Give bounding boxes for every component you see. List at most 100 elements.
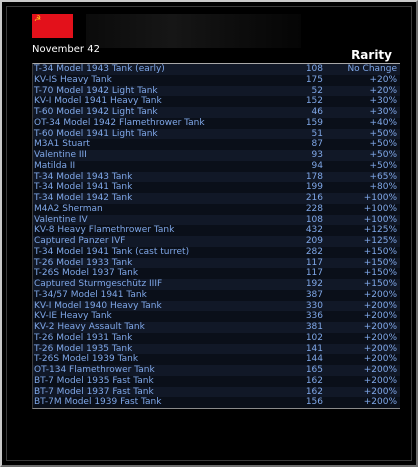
rarity-change: +200%: [363, 322, 397, 332]
unit-count: 87: [311, 139, 323, 150]
table-row[interactable]: T-26 Model 1935 Tank 141 +200%: [33, 343, 400, 355]
unit-count: 46: [311, 107, 323, 117]
table-row[interactable]: Captured Panzer IVF 209 +125%: [33, 236, 400, 247]
unit-count: 175: [305, 74, 323, 85]
table-row[interactable]: T-70 Model 1942 Light Tank 52 +20%: [33, 85, 400, 97]
table-row[interactable]: Captured Sturmgeschütz IIIF 192 +150%: [33, 279, 400, 290]
table-row[interactable]: T-26S Model 1939 Tank 144 +200%: [33, 354, 400, 365]
unit-name: M4A2 Sherman: [34, 203, 103, 214]
table-row[interactable]: OT-34 Model 1942 Flamethrower Tank 159 +40…: [33, 117, 400, 129]
rarity-change: +40%: [369, 117, 397, 128]
table-row[interactable]: OT-134 Flamethrower Tank 165 +200%: [33, 365, 400, 376]
table-row[interactable]: T-34 Model 1941 Tank 199 +80%: [33, 182, 400, 193]
unit-count: 381: [305, 322, 323, 332]
unit-table: T-34 Model 1943 Tank (early) 108 No Change…: [32, 63, 400, 409]
table-row[interactable]: Valentine IV 108 +100%: [33, 214, 400, 226]
unit-name: T-26S Model 1939 Tank: [34, 354, 139, 365]
table-row[interactable]: T-34 Model 1942 Tank 216 +100%: [33, 193, 400, 204]
rarity-change: +30%: [369, 96, 397, 107]
table-row[interactable]: T-34/57 Model 1941 Tank 387 +200%: [33, 289, 400, 301]
unit-name: T-70 Model 1942 Light Tank: [34, 85, 158, 96]
unit-name: Captured Panzer IVF: [34, 236, 126, 246]
table-row[interactable]: KV-I Model 1941 Heavy Tank 152 +30%: [33, 96, 400, 107]
table-row[interactable]: M4A2 Sherman 228 +100%: [33, 203, 400, 215]
table-row[interactable]: Matilda II 94 +50%: [33, 160, 400, 172]
unit-count: 117: [305, 268, 323, 279]
rarity-change: +30%: [369, 107, 397, 117]
rarity-change: +200%: [363, 311, 397, 322]
unit-name: BT-7 Model 1935 Fast Tank: [34, 375, 154, 386]
unit-name: Matilda II: [34, 160, 76, 171]
unit-name: T-34 Model 1942 Tank: [34, 193, 133, 203]
unit-count: 156: [305, 397, 323, 408]
table-row[interactable]: T-34 Model 1943 Tank (early) 108 No Change: [33, 64, 400, 75]
unit-name: KV-I Model 1941 Heavy Tank: [34, 96, 162, 107]
rarity-change: +200%: [363, 365, 397, 375]
rarity-column-header: Rarity: [351, 48, 392, 62]
unit-name: T-34 Model 1943 Tank: [34, 171, 133, 182]
rarity-change: +20%: [369, 74, 397, 85]
table-row[interactable]: KV-I Model 1940 Heavy Tank 330 +200%: [33, 300, 400, 312]
rarity-change: +200%: [363, 289, 397, 300]
soviet-flag: ☭: [32, 14, 73, 38]
unit-count: 117: [305, 257, 323, 268]
table-row[interactable]: T-26S Model 1937 Tank 117 +150%: [33, 268, 400, 279]
rarity-change: +150%: [363, 279, 397, 289]
rarity-change: +200%: [363, 332, 397, 343]
unit-name: T-60 Model 1942 Light Tank: [34, 107, 158, 117]
rarity-change: +200%: [363, 397, 397, 408]
rarity-change: +200%: [363, 375, 397, 386]
rarity-change: +100%: [363, 193, 397, 203]
unit-count: 102: [305, 332, 323, 343]
unit-count: 144: [305, 354, 323, 365]
table-row[interactable]: T-26 Model 1931 Tank 102 +200%: [33, 332, 400, 344]
unit-count: 330: [305, 300, 323, 311]
unit-count: 108: [305, 64, 323, 74]
unit-name: T-26 Model 1933 Tank: [34, 257, 133, 268]
unit-name: T-34 Model 1943 Tank (early): [34, 64, 165, 74]
unit-name: KV-I Model 1940 Heavy Tank: [34, 300, 162, 311]
table-row[interactable]: KV-8 Heavy Flamethrower Tank 432 +125%: [33, 225, 400, 236]
unit-name: T-26 Model 1935 Tank: [34, 343, 133, 354]
rarity-change: +100%: [363, 203, 397, 214]
unit-name: T-34/57 Model 1941 Tank: [34, 289, 147, 300]
table-row[interactable]: BT-7M Model 1939 Fast Tank 156 +200%: [33, 397, 400, 408]
unit-count: 141: [305, 343, 323, 354]
rarity-change: +65%: [369, 171, 397, 182]
table-row[interactable]: T-60 Model 1942 Light Tank 46 +30%: [33, 107, 400, 118]
unit-name: T-34 Model 1941 Tank: [34, 182, 133, 193]
table-row[interactable]: KV-2 Heavy Assault Tank 381 +200%: [33, 322, 400, 333]
unit-count: 93: [311, 150, 323, 160]
unit-count: 199: [305, 182, 323, 193]
hammer-sickle-icon: ☭: [34, 14, 42, 23]
table-row[interactable]: Valentine III 93 +50%: [33, 150, 400, 161]
unit-count: 51: [311, 128, 323, 139]
table-row[interactable]: KV-IS Heavy Tank 175 +20%: [33, 74, 400, 86]
table-row[interactable]: BT-7 Model 1935 Fast Tank 162 +200%: [33, 375, 400, 387]
unit-count: 228: [305, 203, 323, 214]
unit-name: M3A1 Stuart: [34, 139, 90, 150]
unit-name: KV-IS Heavy Tank: [34, 74, 112, 85]
rarity-change: +100%: [363, 214, 397, 225]
table-row[interactable]: BT-7 Model 1937 Fast Tank 162 +200%: [33, 386, 400, 398]
table-row[interactable]: KV-IE Heavy Tank 336 +200%: [33, 311, 400, 322]
table-row[interactable]: T-26 Model 1933 Tank 117 +150%: [33, 257, 400, 269]
table-row[interactable]: T-34 Model 1941 Tank (cast turret) 282 +15…: [33, 246, 400, 258]
unit-count: 162: [305, 386, 323, 397]
table-row[interactable]: T-60 Model 1941 Light Tank 51 +50%: [33, 128, 400, 140]
rarity-change: +125%: [363, 236, 397, 246]
unit-count: 192: [305, 279, 323, 289]
header-banner: [86, 14, 301, 48]
unit-name: T-26S Model 1937 Tank: [34, 268, 139, 279]
unit-count: 432: [305, 225, 323, 236]
rarity-change: +150%: [363, 246, 397, 257]
table-row[interactable]: T-34 Model 1943 Tank 178 +65%: [33, 171, 400, 183]
unit-name: BT-7M Model 1939 Fast Tank: [34, 397, 162, 408]
unit-count: 178: [305, 171, 323, 182]
rarity-change: +20%: [369, 85, 397, 96]
table-row[interactable]: M3A1 Stuart 87 +50%: [33, 139, 400, 150]
rarity-change: +125%: [363, 225, 397, 236]
rarity-change: +200%: [363, 300, 397, 311]
rarity-change: No Change: [347, 64, 397, 74]
unit-count: 165: [305, 365, 323, 375]
